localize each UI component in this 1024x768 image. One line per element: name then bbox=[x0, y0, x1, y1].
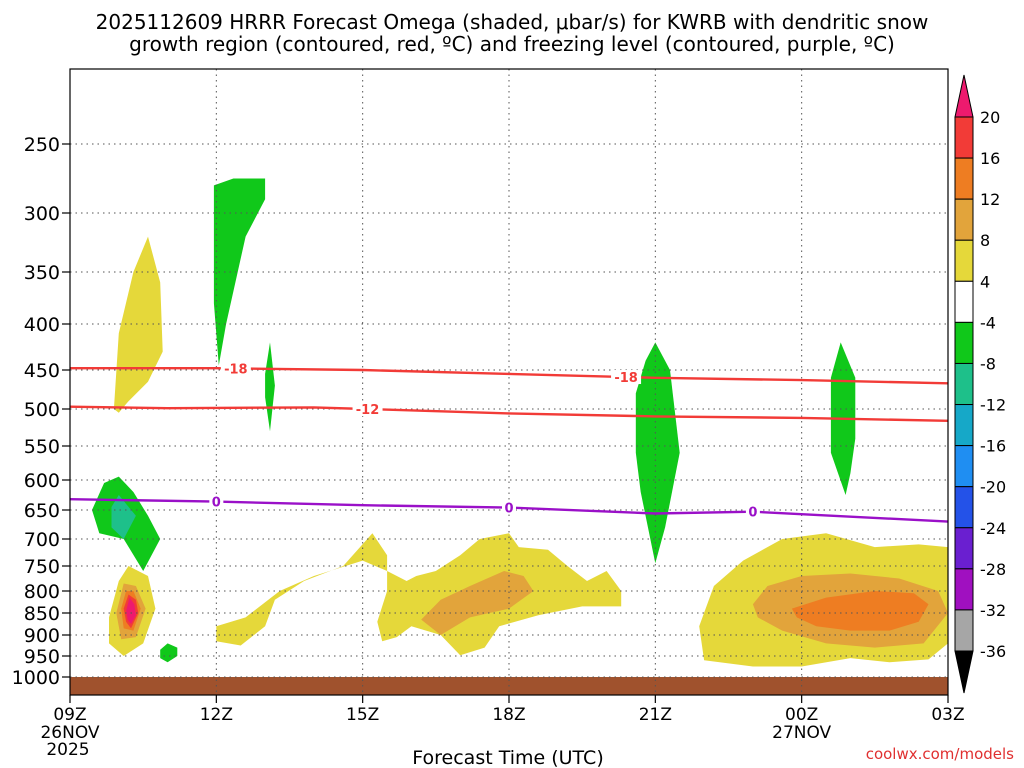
dgz-top-label-0: -18 bbox=[224, 362, 248, 377]
colorbar-label--24: -24 bbox=[980, 519, 1006, 538]
omega-neg-8-region-2 bbox=[265, 342, 275, 432]
colorbar-box-0 bbox=[954, 116, 974, 159]
dgz-top-contour bbox=[69, 366, 949, 385]
colorbar-box-4 bbox=[954, 280, 974, 323]
colorbar-label-12: 12 bbox=[980, 190, 1000, 209]
omega-pos-8-region-14 bbox=[421, 571, 534, 635]
omega-pos-20-region-12 bbox=[126, 597, 136, 624]
omega-neg-8-region-7 bbox=[160, 643, 178, 663]
y-tick-label-650: 650 bbox=[24, 500, 60, 522]
x-tick-label-21Z: 21Z bbox=[639, 705, 672, 725]
gridlines bbox=[70, 69, 948, 695]
freezing-level-label-0: 0 bbox=[212, 496, 221, 511]
freezing-level-label-2: 0 bbox=[748, 506, 757, 521]
dgz-top-label-bg-0 bbox=[220, 361, 251, 376]
colorbar-box-11 bbox=[954, 568, 974, 611]
colorbar-label-4: 4 bbox=[980, 272, 990, 291]
x-tick-label-03Z: 03Z bbox=[931, 705, 964, 725]
y-tick-label-550: 550 bbox=[24, 436, 60, 458]
dgz-top-label-bg-1 bbox=[611, 370, 642, 385]
colorbar-box-3 bbox=[954, 239, 974, 282]
y-tick-label-1000: 1000 bbox=[12, 667, 60, 689]
y-tick-label-250: 250 bbox=[24, 134, 60, 156]
x-year-label: 2025 bbox=[46, 740, 89, 760]
colorbar-box-9 bbox=[954, 486, 974, 529]
colorbar-label--8: -8 bbox=[980, 354, 996, 373]
y-tick-label-750: 750 bbox=[24, 556, 60, 578]
colorbar-box-7 bbox=[954, 404, 974, 447]
dgz-bottom-label-0: -12 bbox=[356, 403, 380, 418]
y-tick-label-300: 300 bbox=[24, 203, 60, 225]
y-tick-label-950: 950 bbox=[24, 646, 60, 668]
colorbar-label-20: 20 bbox=[980, 108, 1000, 127]
freezing-level-label-bg-2 bbox=[745, 504, 760, 519]
colorbar-label-16: 16 bbox=[980, 149, 1000, 168]
omega-pos-4-region-13 bbox=[216, 533, 622, 656]
y-tick-label-800: 800 bbox=[24, 581, 60, 603]
contours: -18 -18 -12 0 0 0 bbox=[69, 361, 949, 523]
colorbar-box-6 bbox=[954, 362, 974, 406]
y-tick-label-400: 400 bbox=[24, 314, 60, 336]
dgz-bottom-label-bg-0 bbox=[352, 402, 383, 417]
y-axis: 2503003504004505005506006507007508008509… bbox=[12, 134, 70, 689]
colorbar-box-8 bbox=[954, 445, 974, 488]
colorbar-box-2 bbox=[954, 198, 974, 241]
chart-title-line2: growth region (contoured, red, ºC) and f… bbox=[129, 32, 895, 56]
chart-title-line1: 2025112609 HRRR Forecast Omega (shaded, … bbox=[96, 10, 929, 34]
dgz-bottom-contour bbox=[69, 405, 949, 422]
colorbar: 20 16 12 8 4 -4 -8 -12 -16 -20 -24 -28 -32 -36 bbox=[954, 74, 1006, 694]
x-axis-label: Forecast Time (UTC) bbox=[412, 747, 603, 768]
colorbar-label--28: -28 bbox=[980, 560, 1006, 579]
freezing-level-label-bg-0 bbox=[209, 494, 224, 509]
colorbar-label--36: -36 bbox=[980, 642, 1006, 661]
colorbar-label--4: -4 bbox=[980, 313, 996, 332]
x-tick-label-18Z: 18Z bbox=[492, 705, 525, 725]
y-tick-label-600: 600 bbox=[24, 470, 60, 492]
colorbar-label--12: -12 bbox=[980, 396, 1006, 415]
omega-neg-12-region-6 bbox=[111, 495, 136, 539]
y-tick-label-900: 900 bbox=[24, 625, 60, 647]
omega-pos-12-region-17 bbox=[791, 591, 929, 631]
colorbar-box-10 bbox=[954, 527, 974, 570]
freezing-level-label-bg-1 bbox=[502, 500, 516, 515]
colorbar-bottom-arrow bbox=[954, 650, 974, 694]
colorbar-label--16: -16 bbox=[980, 437, 1006, 456]
y-tick-label-700: 700 bbox=[24, 529, 60, 551]
omega-neg-8-region-1 bbox=[213, 178, 266, 366]
y-tick-label-350: 350 bbox=[24, 262, 60, 284]
x-date-label-26NOV: 26NOV bbox=[40, 723, 99, 743]
x-tick-label-15Z: 15Z bbox=[346, 705, 379, 725]
dgz-top-label-1: -18 bbox=[614, 371, 638, 386]
omega-neg-8-region-3 bbox=[635, 342, 680, 564]
colorbar-box-1 bbox=[954, 157, 974, 200]
x-tick-label-12Z: 12Z bbox=[200, 705, 233, 725]
credit-text: coolwx.com/models bbox=[866, 745, 1014, 763]
colorbar-label--20: -20 bbox=[980, 478, 1006, 497]
x-tick-label-09Z: 09Z bbox=[53, 705, 86, 725]
colorbar-box-5 bbox=[954, 321, 974, 364]
colorbar-label-8: 8 bbox=[980, 231, 990, 250]
colorbar-label--32: -32 bbox=[980, 601, 1006, 620]
x-tick-label-00Z: 00Z bbox=[785, 705, 818, 725]
freezing-level-label-1: 0 bbox=[504, 502, 513, 517]
y-tick-label-450: 450 bbox=[24, 360, 60, 382]
y-tick-label-850: 850 bbox=[24, 603, 60, 625]
x-date-label-27NOV: 27NOV bbox=[772, 723, 831, 743]
colorbar-box-12 bbox=[954, 609, 974, 652]
y-tick-label-500: 500 bbox=[24, 399, 60, 421]
